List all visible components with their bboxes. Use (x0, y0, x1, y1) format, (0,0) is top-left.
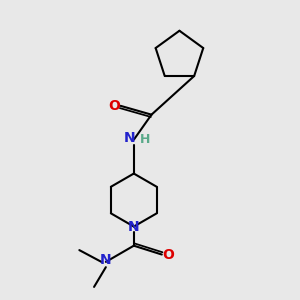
Text: O: O (162, 248, 174, 262)
Text: O: O (108, 99, 120, 113)
Text: N: N (128, 220, 140, 234)
Text: N: N (124, 131, 135, 145)
Text: H: H (140, 133, 150, 146)
Text: N: N (100, 254, 112, 267)
